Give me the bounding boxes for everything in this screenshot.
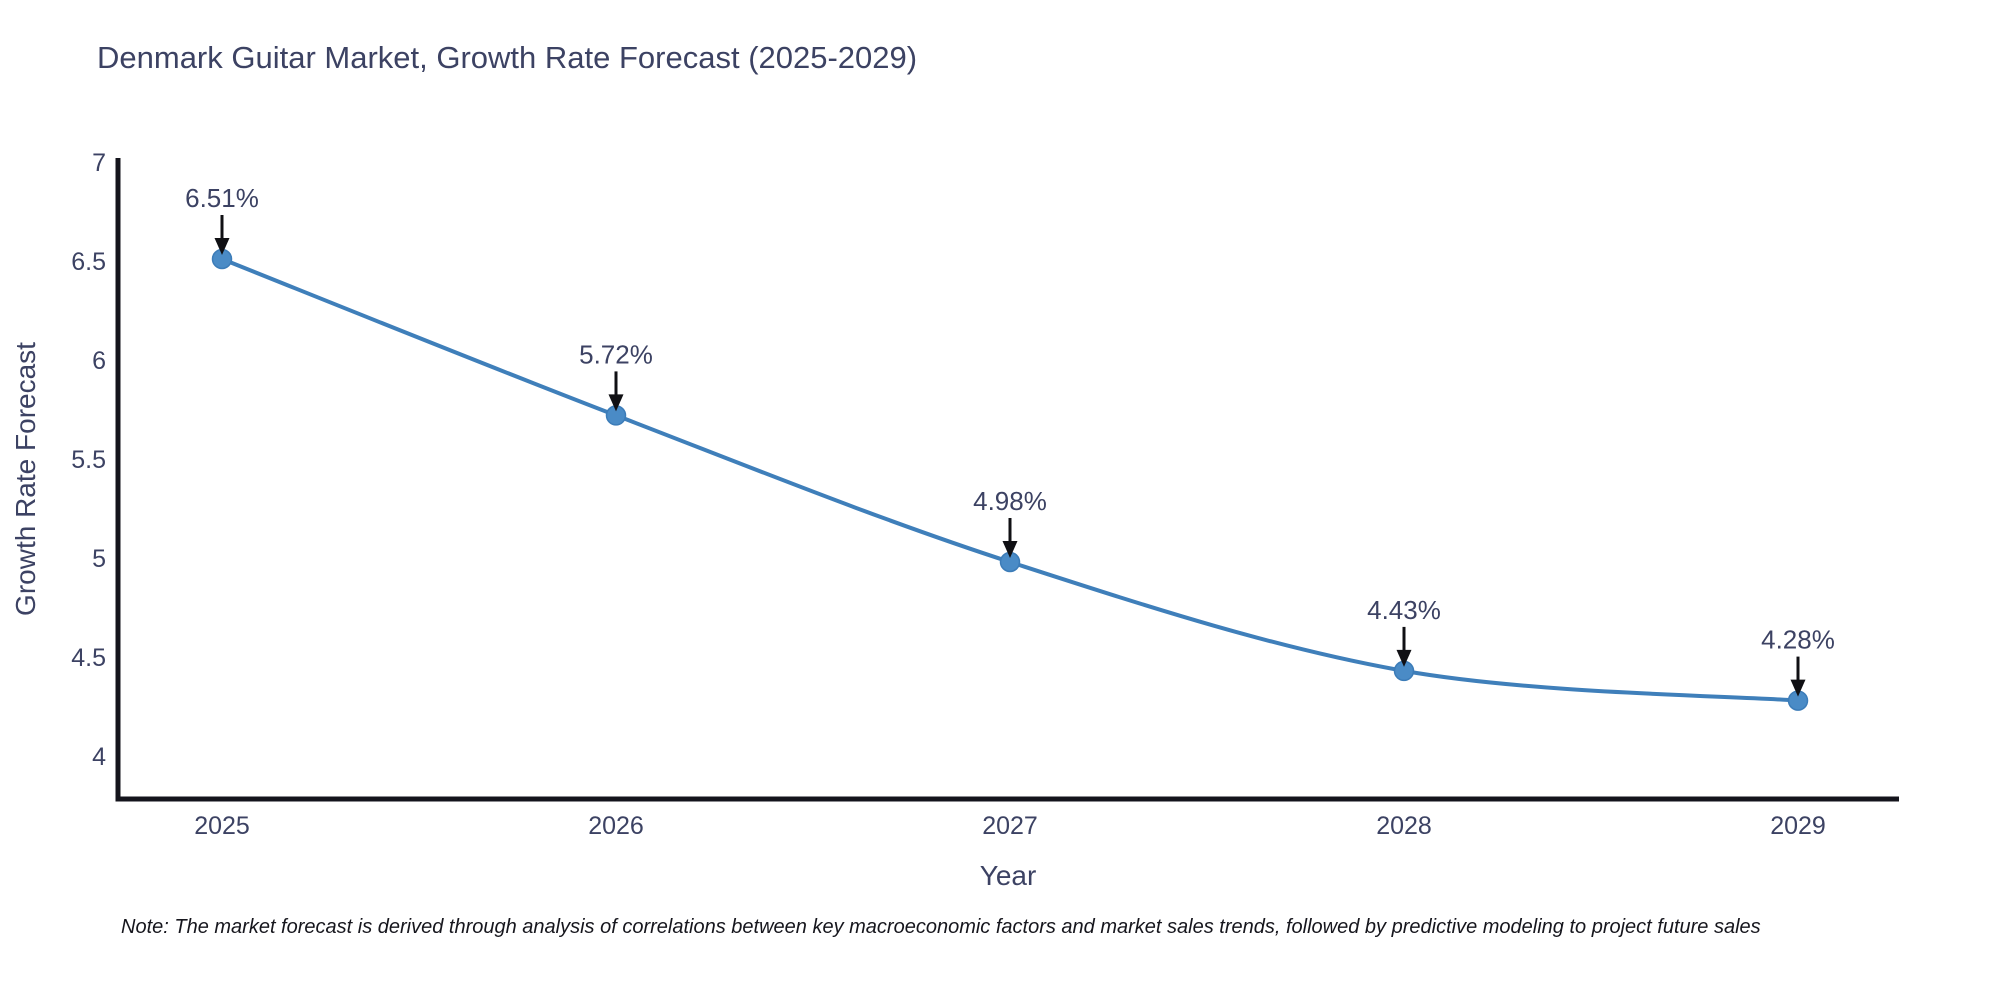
- x-axis-title: Year: [979, 860, 1037, 891]
- y-tick-label: 6.5: [71, 248, 106, 276]
- footnote: Note: The market forecast is derived thr…: [121, 916, 1761, 938]
- y-tick-label: 5: [92, 545, 106, 573]
- annotation-arrowhead-icon: [1002, 541, 1018, 558]
- x-tick-label: 2029: [1770, 812, 1826, 840]
- y-tick-label: 6: [92, 347, 106, 375]
- annotation-label: 4.28%: [1761, 625, 1835, 655]
- annotation-arrowhead-icon: [608, 394, 624, 412]
- annotation-label: 4.98%: [973, 486, 1047, 516]
- y-tick-label: 7: [92, 149, 106, 177]
- axis-spine: [115, 158, 1899, 802]
- chart-title: Denmark Guitar Market, Growth Rate Forec…: [97, 40, 918, 75]
- y-tick-label: 4.5: [71, 644, 106, 672]
- annotation-arrowhead-icon: [1396, 649, 1412, 667]
- x-tick-label: 2025: [194, 812, 250, 840]
- annotation-arrowhead-icon: [1790, 679, 1806, 697]
- annotation-label: 6.51%: [185, 183, 259, 213]
- annotation-label: 4.43%: [1367, 595, 1441, 625]
- x-tick-label: 2028: [1376, 812, 1432, 840]
- annotation-label: 5.72%: [579, 339, 653, 369]
- annotation-arrowhead-icon: [214, 238, 230, 255]
- y-tick-label: 4: [92, 743, 106, 771]
- x-tick-label: 2027: [982, 812, 1038, 840]
- forecast-line: [220, 257, 1800, 703]
- x-tick-label: 2026: [588, 812, 644, 840]
- y-tick-label: 5.5: [71, 446, 106, 474]
